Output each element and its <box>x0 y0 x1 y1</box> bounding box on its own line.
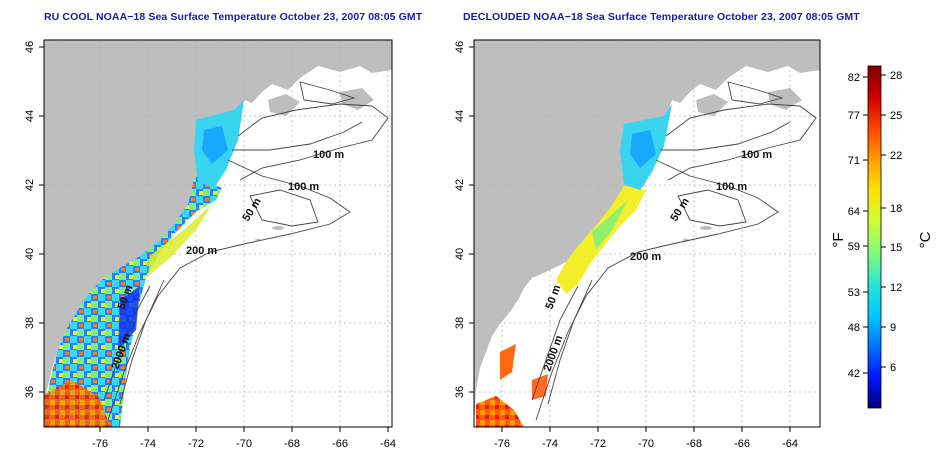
right-map-frame <box>473 39 821 428</box>
left-lon-label: -64 <box>380 438 396 450</box>
left-lat-label: 38 <box>24 317 36 329</box>
right-lon-label: -70 <box>638 438 654 450</box>
left-lon-label: -70 <box>236 438 252 450</box>
left-contour-label-2: 100 m <box>288 181 319 193</box>
right-lon-label: -64 <box>782 438 798 450</box>
left-lon-label: -66 <box>332 438 348 450</box>
right-lon-label: -68 <box>686 438 702 450</box>
left-lat-label: 40 <box>24 248 36 260</box>
colorbar-fahrenheit-unit: °F <box>830 232 847 247</box>
colorbar-f-tick: 53 <box>848 287 860 299</box>
left-lon-label: -68 <box>284 438 300 450</box>
colorbar-c-tick: 15 <box>890 242 902 254</box>
colorbar-celsius-unit: °C <box>917 231 934 248</box>
right-map-title: DECLOUDED NOAA−18 Sea Surface Temperatur… <box>463 11 860 23</box>
left-lon-label: -72 <box>188 438 204 450</box>
right-lat-label: 38 <box>454 317 466 329</box>
colorbar-c-tick: 12 <box>890 282 902 294</box>
right-isobaths <box>531 81 817 421</box>
left-isobaths <box>103 81 389 421</box>
left-map-panel: 100 m 100 m 50 m 200 m 50 m 2000 m -76 -… <box>24 39 396 450</box>
right-lat-label: 42 <box>454 179 466 191</box>
colorbar-c-tick: 25 <box>890 110 902 122</box>
right-map-panel: 100 m 100 m 50 m 200 m 50 m 2000 m -76 -… <box>454 39 821 450</box>
right-lat-ticks <box>469 46 474 393</box>
colorbar: 82 77 71 64 59 53 48 42 28 25 22 18 15 1… <box>830 65 934 409</box>
colorbar-c-tick: 6 <box>890 362 896 374</box>
colorbar-f-tick: 82 <box>848 72 860 84</box>
left-map-frame <box>43 39 393 428</box>
left-lon-ticks <box>99 427 389 432</box>
right-contour-label-2: 100 m <box>716 181 747 193</box>
right-lat-label: 46 <box>454 41 466 53</box>
right-lon-label: -76 <box>494 438 510 450</box>
left-sst-field <box>44 100 244 427</box>
colorbar-c-tick: 18 <box>890 203 902 215</box>
right-contour-label-1: 100 m <box>741 149 772 161</box>
left-contour-label-1: 100 m <box>313 149 344 161</box>
right-lon-label: -74 <box>542 438 558 450</box>
right-sst-field <box>476 104 672 427</box>
colorbar-f-tick: 64 <box>848 206 860 218</box>
right-lat-label: 44 <box>454 110 466 122</box>
left-lat-label: 46 <box>24 41 36 53</box>
colorbar-f-tick: 48 <box>848 322 860 334</box>
right-contour-label-4: 200 m <box>630 251 661 263</box>
right-lat-label: 36 <box>454 386 466 398</box>
colorbar-c-tick: 28 <box>890 70 902 82</box>
right-lat-label: 40 <box>454 248 466 260</box>
right-lon-label: -72 <box>590 438 606 450</box>
left-contour-label-4: 200 m <box>186 245 217 257</box>
colorbar-f-tick: 59 <box>848 241 860 253</box>
right-lon-ticks <box>501 427 791 432</box>
left-lon-label: -74 <box>140 438 156 450</box>
right-lon-label: -66 <box>734 438 750 450</box>
colorbar-f-tick: 77 <box>848 110 860 122</box>
left-lat-label: 44 <box>24 110 36 122</box>
colorbar-f-tick: 42 <box>848 368 860 380</box>
left-lat-label: 42 <box>24 179 36 191</box>
colorbar-c-tick: 9 <box>890 322 896 334</box>
left-map-title: RU COOL NOAA−18 Sea Surface Temperature … <box>44 11 423 23</box>
colorbar-f-tick: 71 <box>848 155 860 167</box>
left-lat-label: 36 <box>24 386 36 398</box>
left-lon-label: -76 <box>92 438 108 450</box>
colorbar-c-tick: 22 <box>890 150 902 162</box>
colorbar-gradient <box>867 65 882 409</box>
left-grid <box>44 40 392 427</box>
left-lat-ticks <box>39 46 44 393</box>
